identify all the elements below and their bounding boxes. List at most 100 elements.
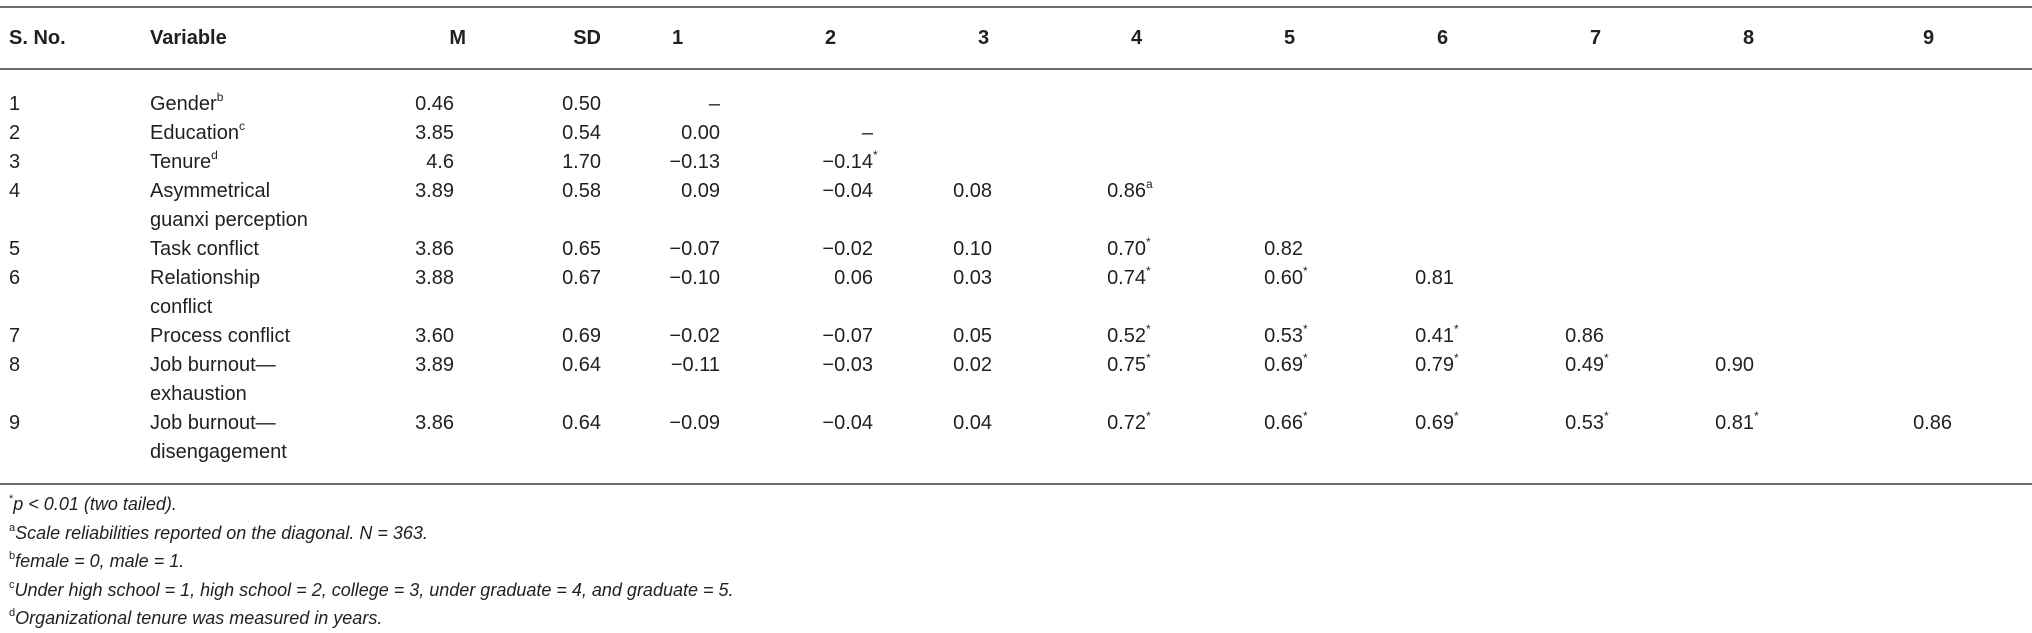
cell-col-2: −0.14* xyxy=(822,148,878,173)
cell-col-8 xyxy=(1672,90,1825,119)
row-sd: 1.70 xyxy=(562,151,601,173)
cell-col-3: 0.08 xyxy=(907,177,1060,235)
row-sno: 4 xyxy=(9,180,21,202)
cell-col-6 xyxy=(1366,90,1519,119)
row-mean: 4.6 xyxy=(426,151,454,173)
cell-col-7: 0.53* xyxy=(1565,409,1609,434)
cell-value: 0.74 xyxy=(1107,267,1146,289)
cell-value: 0.86 xyxy=(1913,412,1952,434)
cell-col-3 xyxy=(907,119,1060,148)
row-sd: 0.69 xyxy=(562,325,601,347)
cell-col-6 xyxy=(1366,235,1519,264)
cell-col-6: 0.79* xyxy=(1415,351,1459,376)
cell-col-6: 0.41* xyxy=(1415,322,1459,347)
row-sno: 6 xyxy=(9,267,21,289)
cell-col-9 xyxy=(1825,322,2032,351)
cell-col-3: 0.03 xyxy=(907,264,1060,322)
table-row: 4 Asymmetrical guanxi perception 3.89 0.58 0.… xyxy=(0,177,2032,235)
cell-col-1: −0.13 xyxy=(601,148,754,177)
cell-value: 0.04 xyxy=(953,412,992,434)
row-sd: 0.64 xyxy=(562,412,601,434)
row-sd: 0.65 xyxy=(562,238,601,260)
cell-col-3: 0.04 xyxy=(907,409,1060,467)
table-body: 1 Genderb 0.46 0.50 – 2 Educationc 3.85 0.54 0.00… xyxy=(0,69,2032,485)
cell-value: −0.03 xyxy=(822,354,873,376)
cell-value: 0.00 xyxy=(681,122,720,144)
cell-value: 0.09 xyxy=(681,180,720,202)
cell-col-8 xyxy=(1672,119,1825,148)
variable-name-line2: guanxi perception xyxy=(150,209,308,231)
cell-col-9 xyxy=(1825,264,2032,322)
footnote: bfemale = 0, male = 1. xyxy=(9,547,734,576)
cell-value: – xyxy=(861,122,873,144)
header-col-3: 3 xyxy=(907,6,1060,70)
cell-col-3: 0.05 xyxy=(907,322,1060,351)
cell-col-5: 0.82 xyxy=(1213,235,1366,264)
row-variable: Educationc xyxy=(150,119,386,148)
cell-col-4: 0.74* xyxy=(1107,264,1151,289)
cell-col-4: 0.75* xyxy=(1107,351,1151,376)
cell-col-7 xyxy=(1519,264,1672,322)
footnote: dOrganizational tenure was measured in y… xyxy=(9,604,734,633)
cell-value: 0.52 xyxy=(1107,325,1146,347)
cell-value: 0.60 xyxy=(1264,267,1303,289)
header-col-9: 9 xyxy=(1825,6,2032,70)
row-sno: 8 xyxy=(9,354,21,376)
cell-value: −0.04 xyxy=(822,180,873,202)
cell-col-3: 0.02 xyxy=(907,351,1060,409)
table-footnotes: *p < 0.01 (two tailed). aScale reliabilit… xyxy=(9,490,734,633)
footnote-text: Scale reliabilities reported on the diag… xyxy=(15,522,428,543)
cell-col-2: −0.07 xyxy=(754,322,907,351)
footnote-marker: d xyxy=(9,607,16,619)
header-row: S. No. Variable M SD 1 2 3 4 5 6 7 8 9 xyxy=(0,6,2032,70)
cell-col-3 xyxy=(907,148,1060,177)
header-m: M xyxy=(386,6,466,70)
cell-value: 0.06 xyxy=(834,267,873,289)
cell-value: 0.86 xyxy=(1565,325,1604,347)
row-variable: Task conflict xyxy=(150,235,386,264)
cell-col-4: 0.72* xyxy=(1107,409,1151,434)
row-sno: 1 xyxy=(9,93,21,115)
row-sd: 0.64 xyxy=(562,354,601,376)
row-variable: Relationship conflict xyxy=(150,264,386,322)
cell-col-6: 0.69* xyxy=(1415,409,1459,434)
row-sno: 9 xyxy=(9,412,21,434)
cell-col-7 xyxy=(1519,148,1672,177)
table-row: 1 Genderb 0.46 0.50 – xyxy=(0,90,2032,119)
cell-value: −0.13 xyxy=(669,151,720,173)
cell-value: 0.81 xyxy=(1415,267,1454,289)
cell-value: 0.79 xyxy=(1415,354,1454,376)
cell-value: 0.03 xyxy=(953,267,992,289)
cell-value: 0.82 xyxy=(1264,238,1303,260)
cell-col-9 xyxy=(1825,351,2032,409)
cell-col-2 xyxy=(754,90,907,119)
cell-col-5 xyxy=(1213,177,1366,235)
row-variable: Tenured xyxy=(150,148,386,177)
variable-footnote-marker: b xyxy=(216,90,224,105)
cell-value: −0.07 xyxy=(669,238,720,260)
cell-value: 0.05 xyxy=(953,325,992,347)
cell-col-9 xyxy=(1825,119,2032,148)
cell-col-4: 0.52* xyxy=(1107,322,1151,347)
row-sno: 3 xyxy=(9,151,21,173)
cell-col-9 xyxy=(1825,148,2032,177)
cell-col-2: 0.06 xyxy=(754,264,907,322)
header-col-8: 8 xyxy=(1672,6,1825,70)
cell-value: 0.81 xyxy=(1715,412,1754,434)
cell-col-5: 0.69* xyxy=(1264,351,1308,376)
row-mean: 0.46 xyxy=(415,93,454,115)
cell-col-2: −0.04 xyxy=(754,409,907,467)
header-col-1: 1 xyxy=(601,6,754,70)
variable-footnote-marker: d xyxy=(211,148,218,163)
cell-value: 0.53 xyxy=(1264,325,1303,347)
cell-col-4: 0.70* xyxy=(1107,235,1151,260)
cell-col-5 xyxy=(1213,148,1366,177)
cell-col-9: 0.86 xyxy=(1825,409,2032,467)
row-mean: 3.89 xyxy=(415,354,454,376)
table-row: 3 Tenured 4.6 1.70 −0.13 −0.14* xyxy=(0,148,2032,177)
footnote-marker: c xyxy=(9,578,15,591)
cell-col-6 xyxy=(1366,119,1519,148)
footnote-text: Under high school = 1, high school = 2, … xyxy=(14,579,734,600)
cell-value: 0.02 xyxy=(953,354,992,376)
table-row: 9 Job burnout— disengagement 3.86 0.64 −0.09 −… xyxy=(0,409,2032,467)
